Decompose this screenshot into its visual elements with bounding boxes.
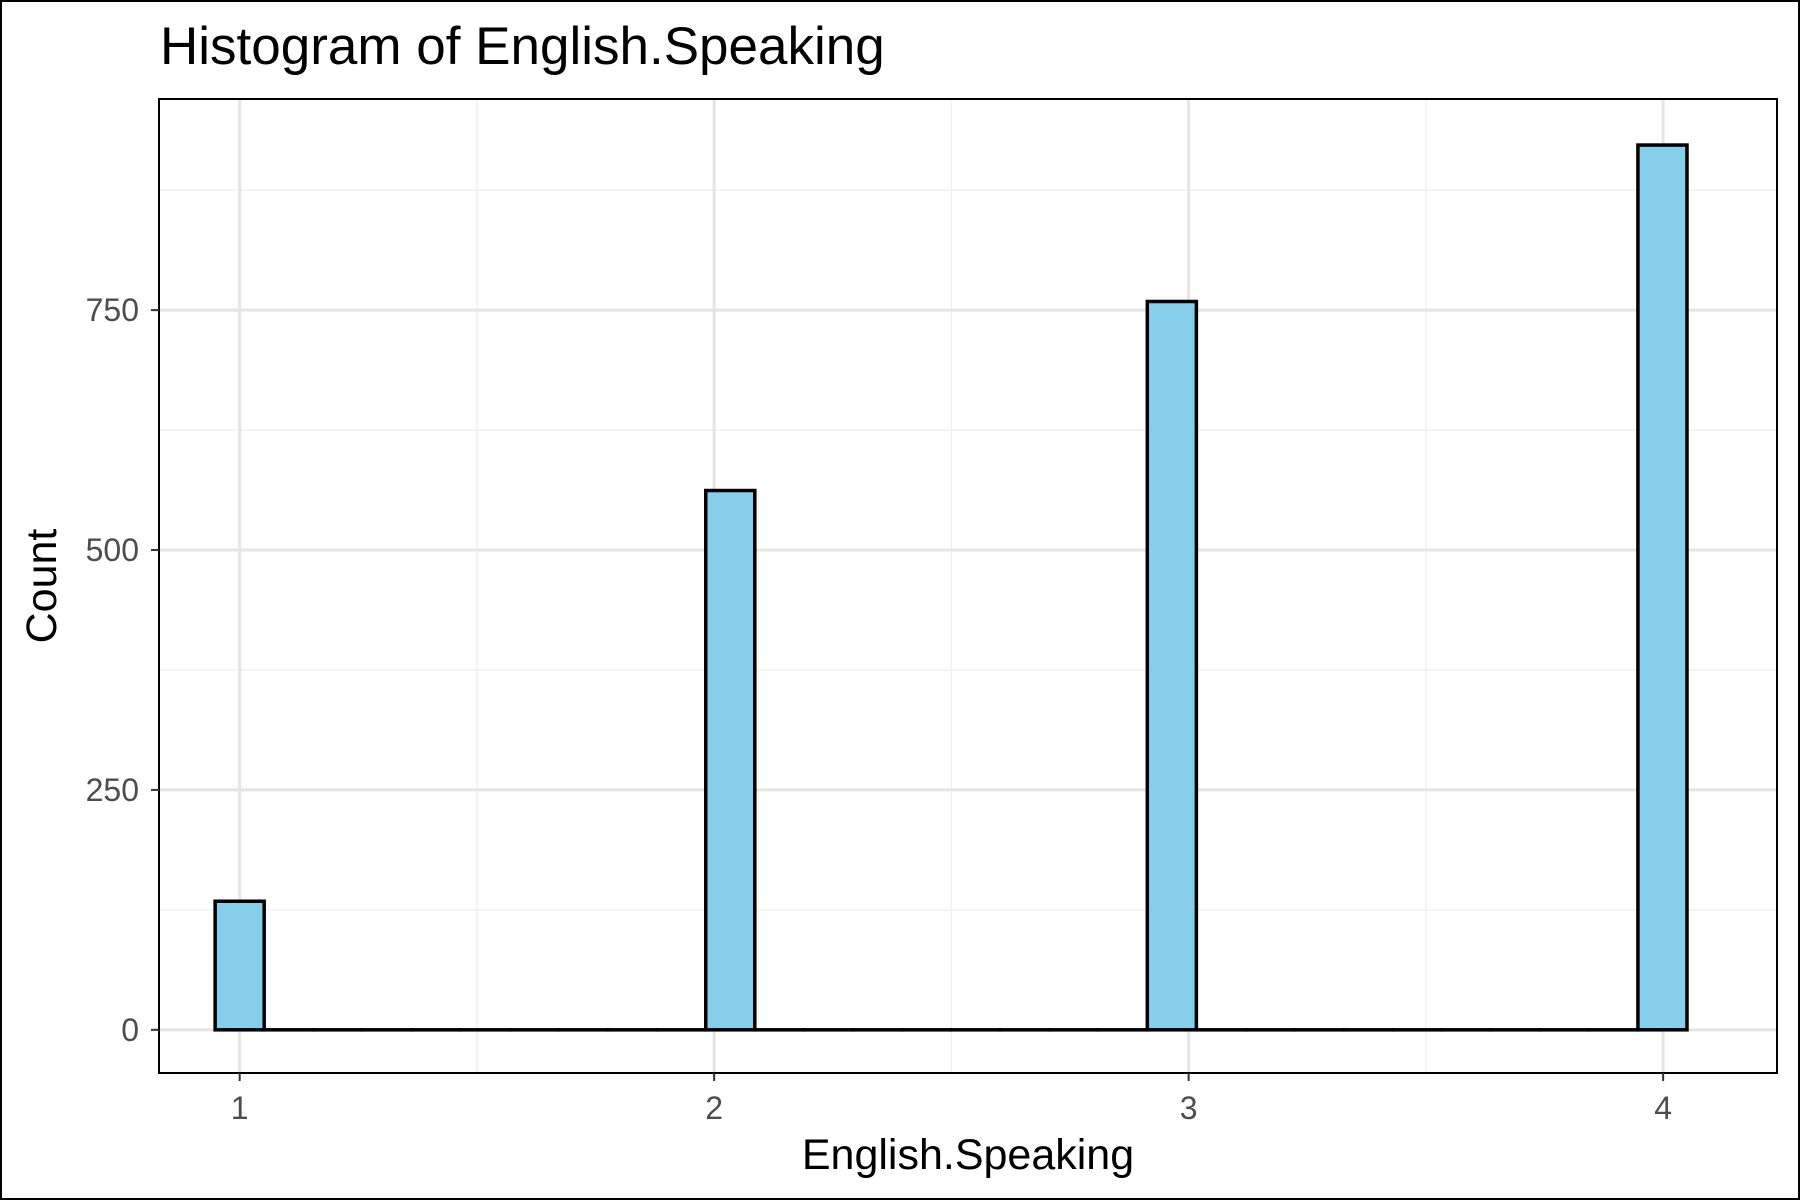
histogram-bar bbox=[1636, 143, 1689, 1032]
x-tick-label: 2 bbox=[705, 1090, 723, 1126]
histogram-bar bbox=[704, 488, 757, 1032]
x-tick-label: 1 bbox=[231, 1090, 249, 1126]
chart-title: Histogram of English.Speaking bbox=[160, 17, 885, 76]
y-tick-label: 0 bbox=[121, 1012, 139, 1048]
y-tick-label: 250 bbox=[86, 772, 139, 808]
x-tick-label: 3 bbox=[1180, 1090, 1198, 1126]
y-axis-title: Count bbox=[18, 529, 66, 644]
y-tick-label: 500 bbox=[86, 532, 139, 568]
histogram-bar bbox=[1145, 299, 1199, 1032]
y-tick-label: 750 bbox=[86, 292, 139, 328]
x-axis-title: English.Speaking bbox=[802, 1131, 1134, 1179]
grid-lines bbox=[159, 99, 1777, 1073]
histogram-bar bbox=[213, 899, 266, 1032]
x-tick-label: 4 bbox=[1654, 1090, 1672, 1126]
panel-border bbox=[158, 98, 1778, 1074]
histogram-bars bbox=[213, 143, 1689, 1032]
axis-ticks: 1 2 3 4 0 250 500 750 bbox=[86, 292, 1672, 1126]
